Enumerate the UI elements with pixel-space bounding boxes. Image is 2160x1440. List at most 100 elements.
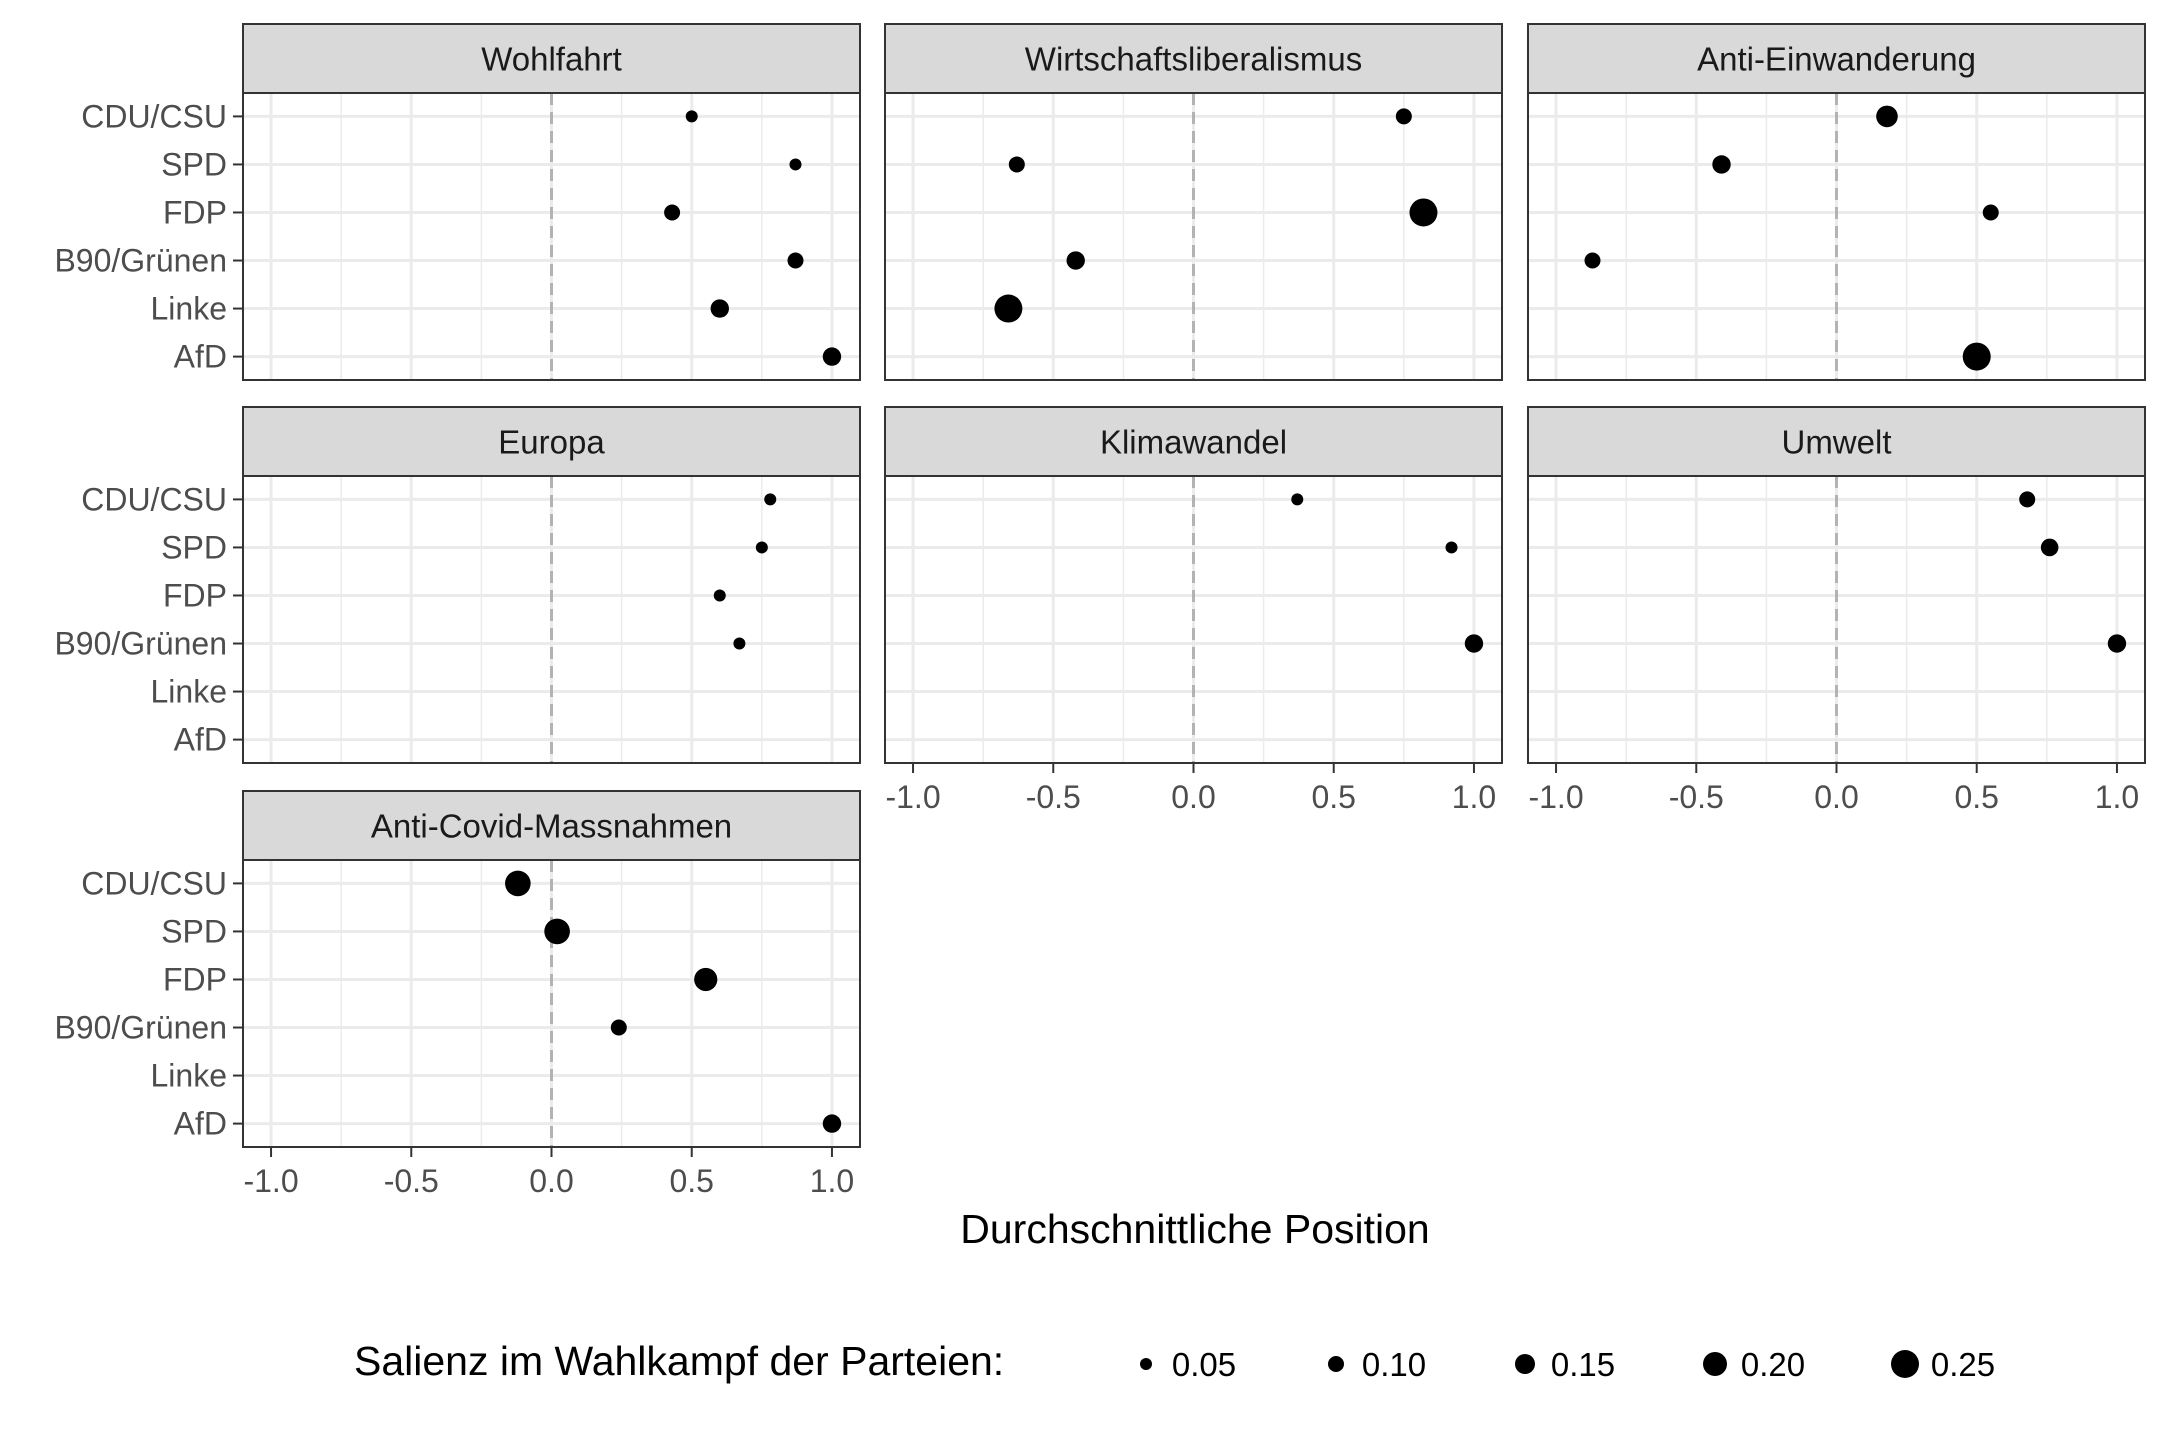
data-point-anti-einwanderung-b90-gruenen	[1584, 252, 1601, 269]
legend-key-0-10	[1328, 1356, 1344, 1372]
data-point-europa-b90-gruenen	[733, 637, 746, 650]
legend-label-0-10: 0.10	[1362, 1346, 1426, 1383]
panel-europa: Europa CDU/CSU SPD FDP B90/Grünen Linke AfD	[54, 406, 861, 764]
x-tick-label: -1.0	[1528, 779, 1583, 815]
data-point-wirtschaftsliberalismus-cdu-csu	[1395, 108, 1412, 125]
strip-wohlfahrt	[242, 23, 861, 94]
panels-layer: Wohlfahrt CDU/CSU SPD FDP B90/Grünen Linke AfD…	[54, 23, 2146, 1199]
y-tick-label-cdu-csu: CDU/CSU	[81, 481, 227, 517]
strip-klimawandel	[884, 406, 1503, 477]
strip-europa	[242, 406, 861, 477]
panel-wirtschaftsliberalismus: Wirtschaftsliberalismus	[884, 23, 1503, 381]
data-point-wohlfahrt-afd	[822, 347, 842, 366]
strip-wirtschaftsliberalismus	[884, 23, 1503, 94]
y-tick-label-fdp: FDP	[163, 961, 227, 997]
legend-label-0-15: 0.15	[1551, 1346, 1615, 1383]
x-tick-label: 1.0	[1452, 779, 1496, 815]
data-point-wirtschaftsliberalismus-fdp	[1409, 198, 1438, 227]
size-legend-title: Salienz im Wahlkampf der Parteien:	[354, 1338, 1004, 1384]
x-tick-label: 1.0	[2095, 779, 2139, 815]
panel-klimawandel: Klimawandel -1.0 -0.5 0.0 0.5 1.0	[884, 406, 1503, 815]
legend-label-0-20: 0.20	[1741, 1346, 1805, 1383]
data-point-europa-spd	[755, 541, 768, 554]
y-tick-label-spd: SPD	[161, 146, 227, 182]
strip-label-umwelt: Umwelt	[1781, 424, 1891, 461]
data-point-anti-einwanderung-spd	[1712, 155, 1731, 174]
x-tick-label: 0.0	[529, 1163, 573, 1199]
y-tick-label-fdp: FDP	[163, 194, 227, 230]
x-tick-label: 0.5	[669, 1163, 713, 1199]
y-tick-label-linke: Linke	[151, 291, 228, 327]
x-tick-label: 1.0	[810, 1163, 854, 1199]
data-point-anti-covid-massnahmen-fdp	[694, 967, 718, 992]
x-tick-label: -0.5	[1669, 779, 1724, 815]
strip-umwelt	[1527, 406, 2146, 477]
data-point-wohlfahrt-fdp	[664, 204, 681, 221]
data-point-wirtschaftsliberalismus-linke	[994, 294, 1023, 323]
strip-label-wohlfahrt: Wohlfahrt	[481, 41, 622, 78]
data-point-europa-cdu-csu	[764, 493, 777, 506]
size-legend: Salienz im Wahlkampf der Parteien: 0.05 0…	[354, 1338, 1995, 1384]
data-point-umwelt-spd	[2040, 538, 2059, 557]
y-tick-label-afd: AfD	[174, 1106, 227, 1142]
legend-key-0-15	[1515, 1354, 1535, 1374]
legend-label-0-05: 0.05	[1172, 1346, 1236, 1383]
data-point-umwelt-b90-gruenen	[2107, 634, 2127, 653]
data-point-anti-covid-massnahmen-cdu-csu	[505, 870, 531, 897]
data-point-anti-covid-massnahmen-spd	[544, 918, 570, 945]
x-tick-label: -0.5	[1026, 779, 1081, 815]
y-tick-label-b90-gruenen: B90/Grünen	[54, 1010, 227, 1046]
data-point-umwelt-cdu-csu	[2019, 491, 2036, 508]
x-tick-label: 0.5	[1954, 779, 1998, 815]
data-point-klimawandel-cdu-csu	[1291, 493, 1304, 506]
y-tick-label-spd: SPD	[161, 913, 227, 949]
y-tick-label-b90-gruenen: B90/Grünen	[54, 626, 227, 662]
x-tick-label: 0.0	[1814, 779, 1858, 815]
strip-label-anti-einwanderung: Anti-Einwanderung	[1697, 41, 1976, 78]
data-point-wirtschaftsliberalismus-spd	[1008, 156, 1025, 173]
strip-label-anti-covid-massnahmen: Anti-Covid-Massnahmen	[371, 808, 732, 845]
legend-key-0-25	[1891, 1350, 1919, 1378]
panel-umwelt: Umwelt -1.0 -0.5 0.0 0.5 1.0	[1527, 406, 2146, 815]
data-point-wirtschaftsliberalismus-b90-gruenen	[1066, 251, 1085, 270]
x-tick-label: 0.0	[1171, 779, 1215, 815]
data-point-anti-einwanderung-fdp	[1982, 204, 1999, 221]
y-tick-label-linke: Linke	[151, 1058, 228, 1094]
strip-label-klimawandel: Klimawandel	[1100, 424, 1287, 461]
y-tick-label-b90-gruenen: B90/Grünen	[54, 243, 227, 279]
legend-key-0-05	[1140, 1358, 1152, 1370]
data-point-klimawandel-b90-gruenen	[1464, 634, 1484, 653]
data-point-europa-fdp	[713, 589, 726, 602]
strip-label-wirtschaftsliberalismus: Wirtschaftsliberalismus	[1025, 41, 1362, 78]
panel-anti-einwanderung: Anti-Einwanderung	[1527, 23, 2146, 381]
panel-wohlfahrt: Wohlfahrt CDU/CSU SPD FDP B90/Grünen Linke AfD	[54, 23, 861, 381]
strip-anti-einwanderung	[1527, 23, 2146, 94]
x-axis-title: Durchschnittliche Position	[960, 1206, 1429, 1252]
y-tick-label-spd: SPD	[161, 529, 227, 565]
panel-anti-covid-massnahmen: Anti-Covid-Massnahmen CDU/CSU SPD FDP B90/Gr…	[54, 790, 861, 1199]
data-point-wohlfahrt-spd	[789, 158, 802, 171]
legend-label-0-25: 0.25	[1931, 1346, 1995, 1383]
x-tick-label: -0.5	[384, 1163, 439, 1199]
x-tick-label: 0.5	[1311, 779, 1355, 815]
data-point-wohlfahrt-b90-gruenen	[787, 252, 804, 269]
data-point-klimawandel-spd	[1445, 541, 1458, 554]
data-point-anti-einwanderung-afd	[1962, 342, 1991, 371]
strip-anti-covid-massnahmen	[242, 790, 861, 861]
y-tick-label-afd: AfD	[174, 722, 227, 758]
y-tick-label-linke: Linke	[151, 674, 228, 710]
data-point-wohlfahrt-cdu-csu	[685, 110, 698, 123]
y-tick-label-cdu-csu: CDU/CSU	[81, 98, 227, 134]
strip-label-europa: Europa	[498, 424, 605, 461]
y-tick-label-afd: AfD	[174, 339, 227, 375]
data-point-anti-covid-massnahmen-b90-gruenen	[610, 1019, 627, 1036]
legend-key-0-20	[1703, 1352, 1727, 1376]
x-tick-label: -1.0	[243, 1163, 298, 1199]
data-point-anti-covid-massnahmen-afd	[822, 1114, 842, 1133]
x-tick-label: -1.0	[885, 779, 940, 815]
data-point-anti-einwanderung-cdu-csu	[1876, 105, 1898, 128]
y-tick-label-cdu-csu: CDU/CSU	[81, 865, 227, 901]
y-tick-label-fdp: FDP	[163, 577, 227, 613]
data-point-wohlfahrt-linke	[710, 299, 729, 318]
